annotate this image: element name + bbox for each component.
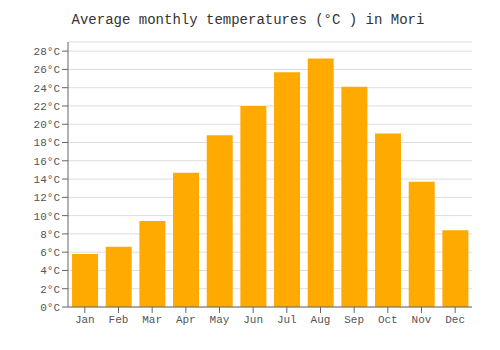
svg-text:24°C: 24°C xyxy=(34,83,61,95)
svg-text:2°C: 2°C xyxy=(40,284,60,296)
svg-text:Mar: Mar xyxy=(142,314,162,326)
svg-text:Aug: Aug xyxy=(311,314,331,326)
svg-text:8°C: 8°C xyxy=(40,229,60,241)
svg-text:18°C: 18°C xyxy=(34,137,61,149)
svg-text:Jun: Jun xyxy=(243,314,263,326)
svg-text:14°C: 14°C xyxy=(34,174,61,186)
svg-text:20°C: 20°C xyxy=(34,119,61,131)
svg-text:Jul: Jul xyxy=(277,314,297,326)
svg-text:6°C: 6°C xyxy=(40,247,60,259)
svg-text:Dec: Dec xyxy=(445,314,465,326)
svg-text:12°C: 12°C xyxy=(34,192,61,204)
svg-text:16°C: 16°C xyxy=(34,156,61,168)
svg-text:Sep: Sep xyxy=(344,314,364,326)
svg-text:Feb: Feb xyxy=(109,314,129,326)
svg-text:Nov: Nov xyxy=(412,314,432,326)
svg-text:26°C: 26°C xyxy=(34,64,61,76)
svg-text:Apr: Apr xyxy=(176,314,196,326)
svg-text:0°C: 0°C xyxy=(40,302,60,314)
svg-text:10°C: 10°C xyxy=(34,211,61,223)
svg-text:May: May xyxy=(210,314,230,326)
html-text:Average monthly temperatures (: Average monthly temperatures (°C ) in Mo… xyxy=(71,12,425,28)
svg-text:Oct: Oct xyxy=(378,314,398,326)
svg-text:4°C: 4°C xyxy=(40,265,60,277)
svg-text:22°C: 22°C xyxy=(34,101,61,113)
svg-text:28°C: 28°C xyxy=(34,46,61,58)
svg-text:Jan: Jan xyxy=(75,314,95,326)
